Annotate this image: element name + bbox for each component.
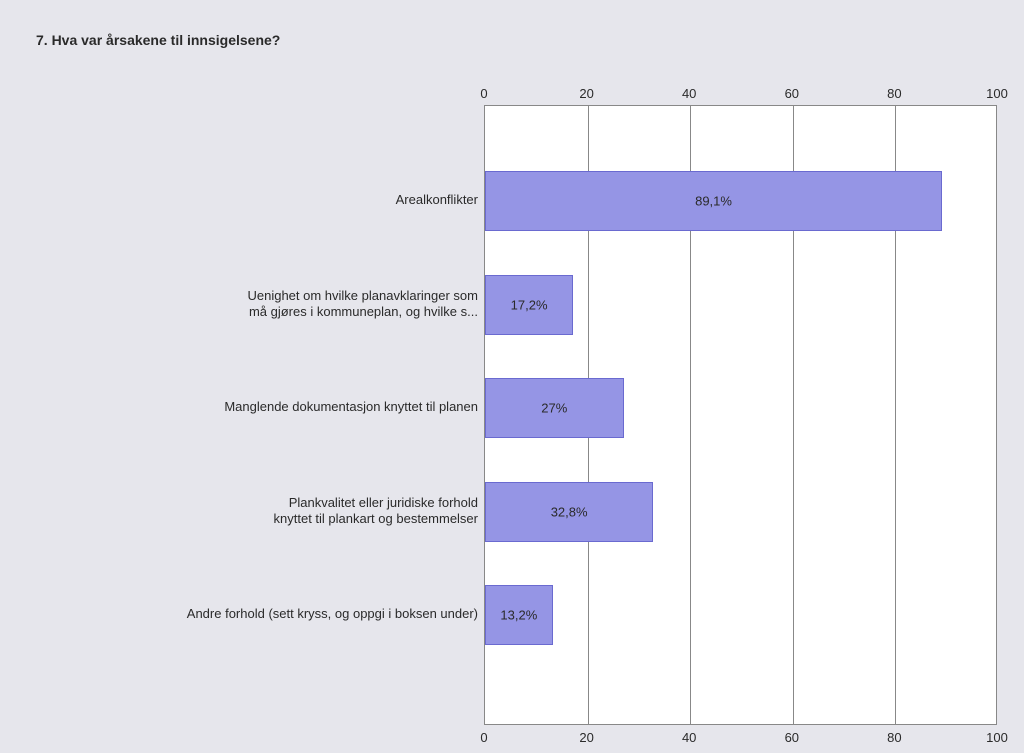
category-label: Uenighet om hvilke planavklaringer sommå… bbox=[38, 288, 478, 321]
chart-title: 7. Hva var årsakene til innsigelsene? bbox=[36, 32, 280, 48]
x-axis-tick-top: 60 bbox=[785, 86, 799, 101]
x-axis-tick-top: 80 bbox=[887, 86, 901, 101]
category-label: Arealkonflikter bbox=[38, 192, 478, 208]
bar-value-label: 17,2% bbox=[511, 298, 548, 313]
bar-value-label: 27% bbox=[541, 401, 567, 416]
x-axis-tick-top: 100 bbox=[986, 86, 1008, 101]
bar-value-label: 32,8% bbox=[551, 505, 588, 520]
plot-area: 89,1% 17,2% 27% 32,8% 13,2% bbox=[484, 105, 997, 725]
x-axis-tick-bottom: 60 bbox=[785, 730, 799, 745]
x-axis-tick-bottom: 40 bbox=[682, 730, 696, 745]
bar-value-label: 89,1% bbox=[695, 194, 732, 209]
x-axis-tick-bottom: 20 bbox=[579, 730, 593, 745]
x-axis-tick-top: 20 bbox=[579, 86, 593, 101]
chart-container: 7. Hva var årsakene til innsigelsene? 89… bbox=[0, 0, 1024, 753]
x-axis-tick-top: 40 bbox=[682, 86, 696, 101]
x-axis-tick-bottom: 100 bbox=[986, 730, 1008, 745]
category-label: Manglende dokumentasjon knyttet til plan… bbox=[38, 399, 478, 415]
x-axis-tick-top: 0 bbox=[480, 86, 487, 101]
x-axis-tick-bottom: 0 bbox=[480, 730, 487, 745]
category-label: Plankvalitet eller juridiske forholdknyt… bbox=[38, 495, 478, 528]
category-label: Andre forhold (sett kryss, og oppgi i bo… bbox=[38, 606, 478, 622]
x-axis-tick-bottom: 80 bbox=[887, 730, 901, 745]
bar-value-label: 13,2% bbox=[500, 608, 537, 623]
